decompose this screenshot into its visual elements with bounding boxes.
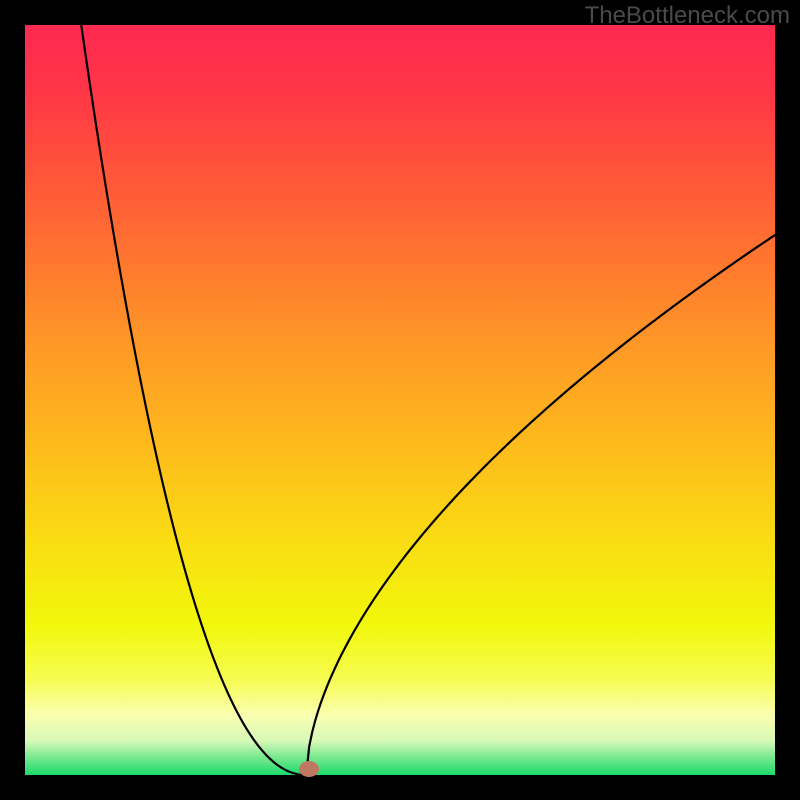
plot-background (25, 25, 775, 775)
chart-container: { "watermark": "TheBottleneck.com", "cha… (0, 0, 800, 800)
watermark-text: TheBottleneck.com (585, 2, 790, 30)
optimum-marker (299, 761, 319, 777)
